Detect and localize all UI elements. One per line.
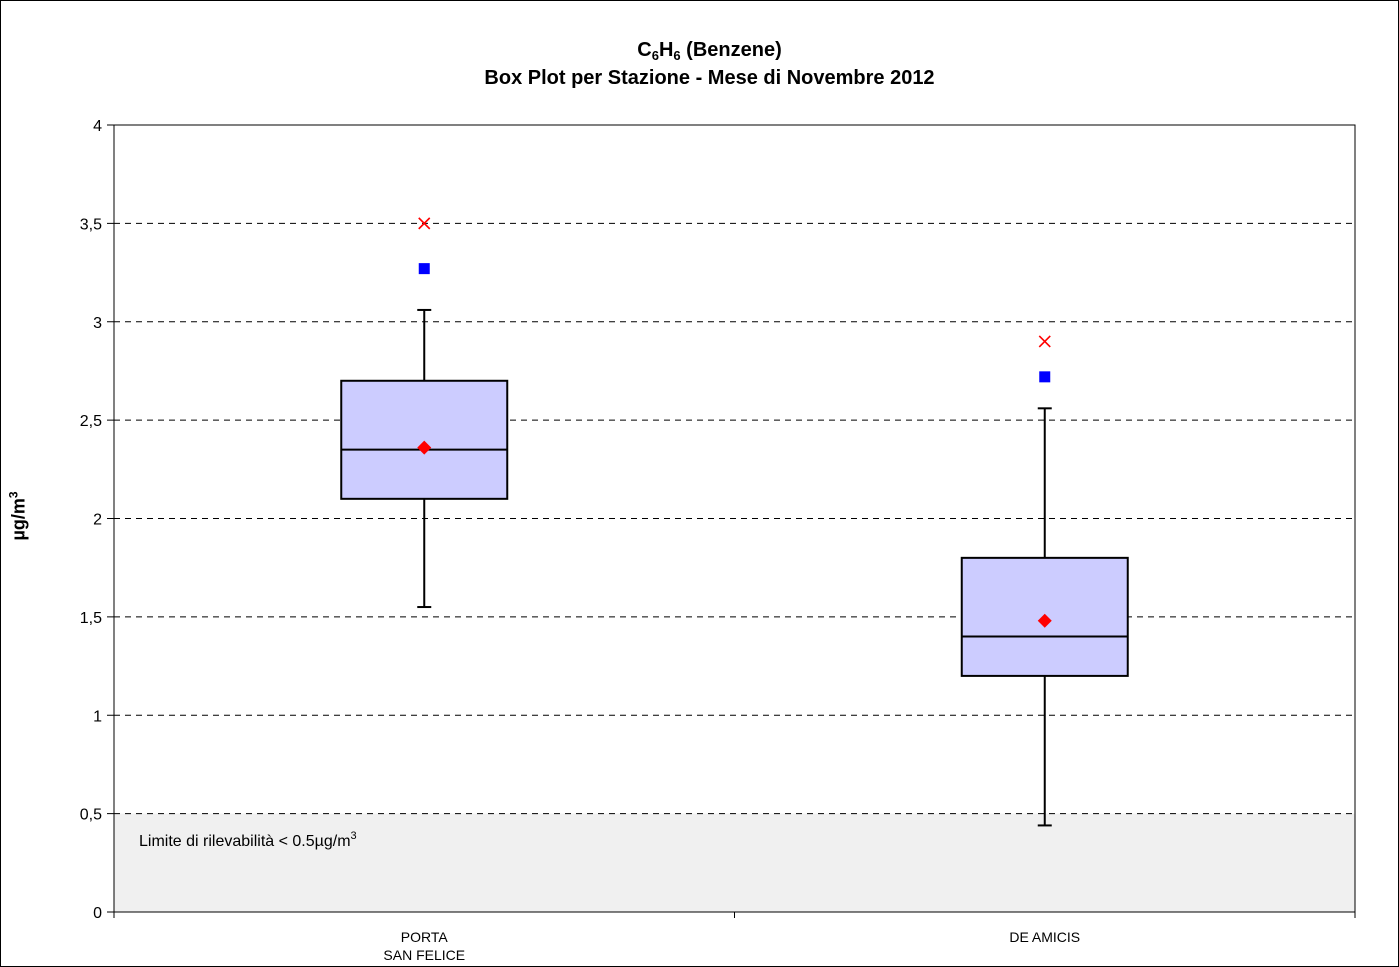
y-tick-label: 1,5: [80, 610, 102, 627]
chart-subtitle: Box Plot per Stazione - Mese di Novembre…: [484, 67, 935, 89]
x-category-label-line: DE AMICIS: [1009, 929, 1080, 945]
x-category-label-line: SAN FELICE: [383, 947, 465, 963]
detection-limit-label-sup: 3: [351, 830, 357, 842]
y-tick-label: 1: [93, 708, 102, 725]
mean-marker: [1037, 613, 1052, 628]
x-category-label-line: PORTA: [401, 929, 449, 945]
y-tick-label: 3,5: [80, 216, 102, 233]
y-tick-label: 3: [93, 315, 102, 332]
box-iqr: [340, 379, 509, 500]
detection-limit-label: Limite di rilevabilità < 0.5µg/m3: [139, 830, 357, 850]
y-tick-label: 2,5: [80, 413, 102, 430]
cross-marker-stroke-b: [1038, 335, 1051, 348]
square-marker: [418, 263, 430, 275]
y-tick-label: 2: [93, 512, 102, 529]
square-marker: [1039, 371, 1051, 383]
x-category-label: PORTA SAN FELICE: [383, 929, 465, 963]
detection-limit-label-text: Limite di rilevabilità < 0.5µg/m: [139, 833, 351, 850]
y-tick-label: 0,5: [80, 807, 102, 824]
y-tick-label: 4: [93, 118, 102, 135]
cross-marker-stroke-b: [418, 217, 431, 230]
x-category-label: DE AMICIS: [1009, 929, 1080, 945]
detection-limit-band: [114, 813, 1355, 912]
mean-marker: [417, 440, 432, 455]
chart-title-block: C6H6 (Benzene) Box Plot per Stazione - M…: [0, 36, 1399, 92]
chart-title: C6H6 (Benzene): [637, 39, 782, 63]
y-tick-label: 0: [93, 905, 102, 922]
